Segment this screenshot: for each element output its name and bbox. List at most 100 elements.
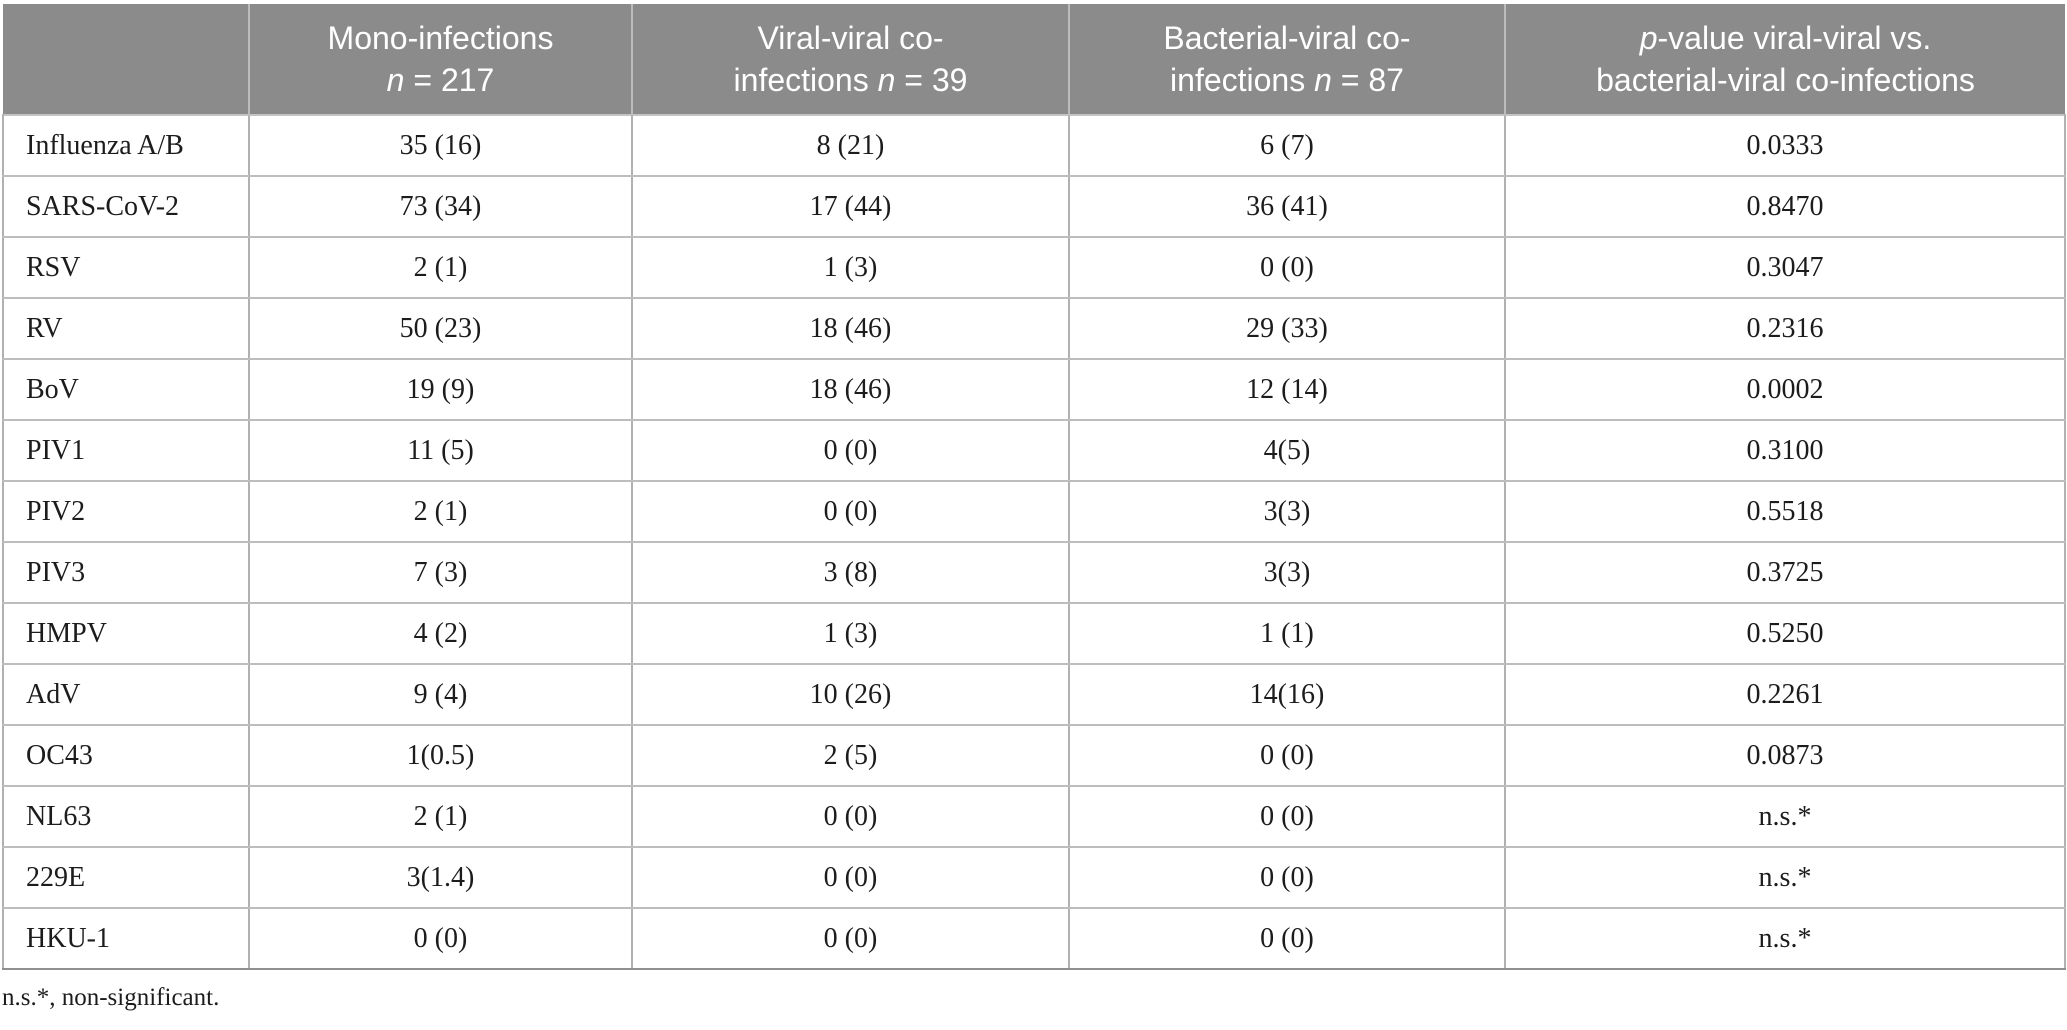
table-row: BoV 19 (9) 18 (46) 12 (14) 0.0002 [2, 358, 2066, 421]
p-value-cell: 0.0002 [1504, 358, 2066, 421]
viral-viral-cell: 1 (3) [631, 236, 1070, 299]
bacterial-viral-cell: 36 (41) [1068, 175, 1506, 238]
header-viral-line2: infections [733, 62, 878, 98]
row-label-cell: HMPV [2, 602, 250, 665]
header-bacterial-count: = 87 [1331, 62, 1404, 98]
header-p-line2: bacterial-viral co-infections [1596, 62, 1975, 98]
table-row: SARS-CoV-2 73 (34) 17 (44) 36 (41) 0.8470 [2, 175, 2066, 238]
header-viral-count: = 39 [895, 62, 968, 98]
viral-viral-cell: 0 (0) [631, 480, 1070, 543]
p-value-cell: n.s.* [1504, 785, 2066, 848]
table-row: PIV2 2 (1) 0 (0) 3(3) 0.5518 [2, 480, 2066, 543]
header-p: p [1639, 20, 1658, 56]
bacterial-viral-cell: 0 (0) [1068, 236, 1506, 299]
viral-viral-cell: 10 (26) [631, 663, 1070, 726]
viral-viral-cell: 17 (44) [631, 175, 1070, 238]
table-row: Influenza A/B 35 (16) 8 (21) 6 (7) 0.0333 [2, 114, 2066, 177]
mono-infections-cell: 2 (1) [248, 785, 633, 848]
viral-viral-cell: 0 (0) [631, 785, 1070, 848]
table-row: NL63 2 (1) 0 (0) 0 (0) n.s.* [2, 785, 2066, 848]
row-label-cell: HKU-1 [2, 907, 250, 970]
p-value-cell: 0.3100 [1504, 419, 2066, 482]
row-label-cell: BoV [2, 358, 250, 421]
row-label-cell: OC43 [2, 724, 250, 787]
header-mono-count: = 217 [404, 62, 495, 98]
row-label-cell: RV [2, 297, 250, 360]
p-value-cell: 0.0873 [1504, 724, 2066, 787]
table-row: RV 50 (23) 18 (46) 29 (33) 0.2316 [2, 297, 2066, 360]
table-row: PIV1 11 (5) 0 (0) 4(5) 0.3100 [2, 419, 2066, 482]
bacterial-viral-cell: 4(5) [1068, 419, 1506, 482]
table-row: HKU-1 0 (0) 0 (0) 0 (0) n.s.* [2, 907, 2066, 970]
header-bacterial-line2: infections [1170, 62, 1315, 98]
p-value-cell: n.s.* [1504, 907, 2066, 970]
header-viral-viral: Viral-viral co- infections n = 39 [632, 4, 1070, 115]
mono-infections-cell: 7 (3) [248, 541, 633, 604]
viral-viral-cell: 0 (0) [631, 846, 1070, 909]
p-value-cell: 0.2261 [1504, 663, 2066, 726]
table-header: Mono-infections n = 217 Viral-viral co- … [3, 4, 2065, 115]
bacterial-viral-cell: 3(3) [1068, 541, 1506, 604]
mono-infections-cell: 0 (0) [248, 907, 633, 970]
viral-viral-cell: 8 (21) [631, 114, 1070, 177]
header-bacterial-line1: Bacterial-viral co- [1163, 20, 1411, 56]
header-empty-cell [3, 4, 250, 115]
header-mono-n: n [386, 62, 405, 98]
mono-infections-cell: 4 (2) [248, 602, 633, 665]
p-value-cell: 0.0333 [1504, 114, 2066, 177]
table-body: Influenza A/B 35 (16) 8 (21) 6 (7) 0.0333 SAR… [2, 114, 2066, 970]
infection-comparison-table: Mono-infections n = 217 Viral-viral co- … [2, 4, 2066, 970]
row-label-cell: RSV [2, 236, 250, 299]
viral-viral-cell: 2 (5) [631, 724, 1070, 787]
header-viral-line1: Viral-viral co- [757, 20, 944, 56]
table-footnote: n.s.*, non-significant. [2, 984, 220, 1011]
row-label-cell: SARS-CoV-2 [2, 175, 250, 238]
mono-infections-cell: 35 (16) [248, 114, 633, 177]
header-bacterial-viral: Bacterial-viral co- infections n = 87 [1069, 4, 1506, 115]
p-value-cell: n.s.* [1504, 846, 2066, 909]
row-label-cell: NL63 [2, 785, 250, 848]
mono-infections-cell: 11 (5) [248, 419, 633, 482]
bacterial-viral-cell: 12 (14) [1068, 358, 1506, 421]
mono-infections-cell: 2 (1) [248, 236, 633, 299]
row-label-cell: PIV1 [2, 419, 250, 482]
mono-infections-cell: 19 (9) [248, 358, 633, 421]
header-viral-n: n [877, 62, 896, 98]
p-value-cell: 0.5518 [1504, 480, 2066, 543]
header-bacterial-n: n [1314, 62, 1332, 98]
header-mono-infections: Mono-infections n = 217 [249, 4, 633, 115]
header-mono-line1: Mono-infections [327, 20, 554, 56]
mono-infections-cell: 73 (34) [248, 175, 633, 238]
table-row: 229E 3(1.4) 0 (0) 0 (0) n.s.* [2, 846, 2066, 909]
viral-viral-cell: 3 (8) [631, 541, 1070, 604]
viral-viral-cell: 0 (0) [631, 419, 1070, 482]
row-label-cell: AdV [2, 663, 250, 726]
table-row: HMPV 4 (2) 1 (3) 1 (1) 0.5250 [2, 602, 2066, 665]
table-row: AdV 9 (4) 10 (26) 14(16) 0.2261 [2, 663, 2066, 726]
p-value-cell: 0.8470 [1504, 175, 2066, 238]
table-row: RSV 2 (1) 1 (3) 0 (0) 0.3047 [2, 236, 2066, 299]
bacterial-viral-cell: 3(3) [1068, 480, 1506, 543]
bacterial-viral-cell: 29 (33) [1068, 297, 1506, 360]
bacterial-viral-cell: 0 (0) [1068, 846, 1506, 909]
viral-viral-cell: 18 (46) [631, 358, 1070, 421]
header-p-value: p-value viral-viral vs. bacterial-viral … [1505, 4, 2065, 115]
bacterial-viral-cell: 0 (0) [1068, 724, 1506, 787]
mono-infections-cell: 2 (1) [248, 480, 633, 543]
p-value-cell: 0.3047 [1504, 236, 2066, 299]
viral-viral-cell: 1 (3) [631, 602, 1070, 665]
bacterial-viral-cell: 0 (0) [1068, 785, 1506, 848]
header-p-line1: -value viral-viral vs. [1657, 20, 1932, 56]
table-row: OC43 1(0.5) 2 (5) 0 (0) 0.0873 [2, 724, 2066, 787]
bacterial-viral-cell: 1 (1) [1068, 602, 1506, 665]
bacterial-viral-cell: 6 (7) [1068, 114, 1506, 177]
mono-infections-cell: 50 (23) [248, 297, 633, 360]
row-label-cell: PIV3 [2, 541, 250, 604]
header-row: Mono-infections n = 217 Viral-viral co- … [3, 4, 2065, 115]
table-row: PIV3 7 (3) 3 (8) 3(3) 0.3725 [2, 541, 2066, 604]
row-label-cell: 229E [2, 846, 250, 909]
mono-infections-cell: 3(1.4) [248, 846, 633, 909]
bacterial-viral-cell: 0 (0) [1068, 907, 1506, 970]
row-label-cell: PIV2 [2, 480, 250, 543]
